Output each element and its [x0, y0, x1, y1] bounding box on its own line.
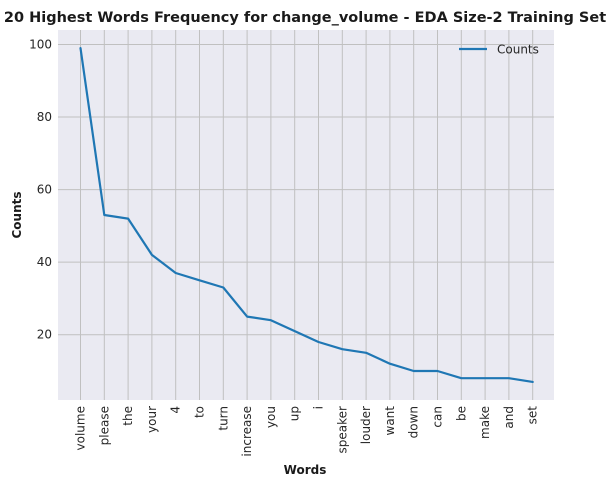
- y-tick-label: 20: [37, 328, 52, 342]
- x-tick-label: want: [383, 406, 397, 436]
- x-tick-label: your: [145, 406, 159, 433]
- y-ticks: 20 40 60 80 100: [29, 38, 52, 342]
- x-tick-label: turn: [216, 406, 230, 431]
- y-tick-label: 80: [37, 110, 52, 124]
- y-axis-label: Counts: [10, 191, 24, 238]
- x-axis-label: Words: [284, 463, 327, 477]
- y-tick-label: 100: [29, 38, 52, 52]
- x-tick-label: up: [288, 406, 302, 421]
- x-tick-label: make: [478, 406, 492, 439]
- y-tick-label: 40: [37, 255, 52, 269]
- x-tick-label: set: [526, 406, 540, 425]
- legend: Counts: [459, 43, 539, 57]
- legend-label: Counts: [497, 43, 539, 57]
- chart-title: 20 Highest Words Frequency for change_vo…: [4, 10, 606, 26]
- y-tick-label: 60: [37, 183, 52, 197]
- x-tick-label: volume: [74, 406, 88, 450]
- x-tick-label: down: [407, 406, 421, 438]
- x-tick-label: 4: [169, 406, 183, 414]
- x-tick-label: please: [97, 406, 111, 445]
- x-tick-label: can: [431, 406, 445, 428]
- x-tick-label: increase: [240, 406, 254, 457]
- x-tick-label: the: [121, 406, 135, 426]
- series-line-counts: [79, 47, 534, 383]
- grid: [58, 30, 554, 400]
- x-tick-label: to: [193, 406, 207, 418]
- x-tick-label: speaker: [335, 406, 349, 454]
- x-ticks: volume please the your 4 to turn increase you up i…: [74, 406, 540, 457]
- x-tick-label: louder: [359, 406, 373, 444]
- x-tick-label: be: [454, 406, 468, 421]
- x-tick-label: you: [264, 406, 278, 428]
- x-tick-label: and: [502, 406, 516, 429]
- x-tick-label: i: [312, 406, 326, 409]
- plot-area: [58, 30, 554, 400]
